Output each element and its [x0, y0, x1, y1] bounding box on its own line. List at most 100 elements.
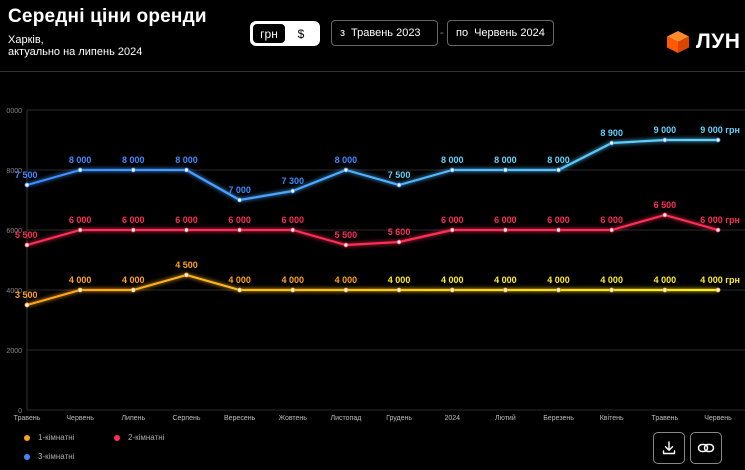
- data-label: 4 000 грн: [700, 275, 740, 285]
- date-from-value: Травень 2023: [351, 27, 421, 39]
- data-label: 4 000: [441, 275, 464, 285]
- data-point[interactable]: [662, 137, 668, 143]
- data-point[interactable]: [237, 227, 243, 233]
- data-point[interactable]: [556, 167, 561, 173]
- data-label: 8 000: [122, 155, 145, 165]
- data-label: 4 000: [228, 275, 251, 285]
- data-point[interactable]: [556, 227, 561, 233]
- data-label: 6 000: [600, 215, 623, 225]
- data-point[interactable]: [449, 167, 455, 173]
- x-tick-label: Червень: [66, 415, 94, 422]
- data-point[interactable]: [449, 227, 455, 233]
- data-point[interactable]: [77, 227, 83, 233]
- data-point[interactable]: [24, 242, 30, 248]
- x-tick-label: Вересень: [224, 415, 256, 422]
- data-label: 5 500: [15, 230, 38, 240]
- data-label: 6 000: [175, 215, 198, 225]
- lun-logo[interactable]: ЛУН: [666, 30, 740, 54]
- page-subtitle: Харків, актуально на липень 2024: [8, 34, 142, 58]
- data-label: 6 000 грн: [700, 215, 740, 225]
- date-to-prefix: по: [456, 27, 469, 39]
- data-point[interactable]: [290, 227, 296, 233]
- data-label: 9 000: [654, 125, 677, 135]
- data-point[interactable]: [715, 227, 721, 233]
- x-tick-label: Квітень: [600, 414, 624, 422]
- data-point[interactable]: [502, 167, 508, 173]
- y-tick-label: 8000: [6, 168, 22, 175]
- data-point[interactable]: [77, 287, 83, 293]
- data-point[interactable]: [290, 188, 296, 194]
- data-point[interactable]: [184, 167, 189, 173]
- data-point[interactable]: [184, 272, 189, 278]
- data-label: 6 000: [282, 215, 305, 225]
- price-line-chart: 0 2000 4000 6000 8000 0000 Травень Червень Липе…: [6, 108, 745, 422]
- date-range-separator: -: [440, 27, 444, 39]
- data-point[interactable]: [343, 242, 349, 248]
- data-point[interactable]: [396, 287, 402, 293]
- data-label: 4 000: [335, 275, 358, 285]
- data-point[interactable]: [343, 287, 349, 293]
- copy-link-button[interactable]: [690, 432, 722, 464]
- data-point[interactable]: [662, 287, 668, 293]
- data-label: 6 000: [441, 215, 464, 225]
- legend-item-1-room: 1-кімнатні: [24, 433, 74, 442]
- x-tick-label: Серпень: [172, 415, 200, 422]
- y-tick-label: 0000: [6, 108, 22, 115]
- data-point[interactable]: [24, 302, 30, 308]
- y-tick-label: 6000: [6, 228, 22, 235]
- data-label: 4 000: [494, 275, 517, 285]
- data-label: 4 000: [600, 275, 623, 285]
- x-tick-label: 2024: [444, 415, 460, 422]
- series-line-3-room: [26, 138, 718, 202]
- download-button[interactable]: [653, 432, 685, 464]
- data-point[interactable]: [502, 227, 508, 233]
- data-point[interactable]: [449, 287, 455, 293]
- data-point[interactable]: [24, 182, 30, 188]
- legend-label-2-room: 2-кімнатні: [128, 433, 165, 442]
- data-point[interactable]: [130, 287, 136, 293]
- orange-cube-icon: [667, 31, 689, 53]
- data-label: 6 000: [547, 215, 570, 225]
- data-label: 5 600: [388, 227, 411, 237]
- legend-label-3-room: 3-кімнатні: [38, 452, 75, 461]
- x-tick-label: Травень: [14, 415, 41, 422]
- data-label: 4 000: [388, 275, 411, 285]
- x-tick-label: Жовтень: [279, 415, 308, 422]
- data-point[interactable]: [609, 287, 615, 293]
- x-tick-label: Грудень: [386, 415, 412, 422]
- data-label: 7 300: [282, 176, 305, 186]
- data-point[interactable]: [184, 227, 189, 233]
- data-point[interactable]: [130, 227, 136, 233]
- data-point[interactable]: [609, 140, 615, 146]
- currency-usd-option[interactable]: $: [285, 24, 317, 43]
- data-point[interactable]: [237, 197, 243, 203]
- data-point[interactable]: [77, 167, 83, 173]
- data-point[interactable]: [396, 182, 402, 188]
- data-point[interactable]: [396, 239, 402, 245]
- data-label: 4 000: [654, 275, 677, 285]
- data-point[interactable]: [237, 287, 243, 293]
- data-label: 4 000: [69, 275, 92, 285]
- data-label: 8 900: [600, 128, 623, 138]
- data-point[interactable]: [715, 137, 721, 143]
- legend-swatch-1-room: [24, 434, 30, 441]
- data-point[interactable]: [556, 287, 561, 293]
- data-point[interactable]: [290, 287, 296, 293]
- data-label: 5 500: [335, 230, 358, 240]
- data-point[interactable]: [715, 287, 721, 293]
- date-from-select[interactable]: з Травень 2023: [331, 20, 438, 46]
- date-from-prefix: з: [340, 27, 346, 39]
- data-point[interactable]: [662, 212, 668, 218]
- data-point[interactable]: [609, 227, 615, 233]
- series-line-2-room: [26, 213, 719, 247]
- data-label: 7 500: [388, 170, 411, 180]
- data-point[interactable]: [343, 167, 349, 173]
- date-to-select[interactable]: по Червень 2024: [447, 20, 554, 46]
- data-point[interactable]: [130, 167, 136, 173]
- series-line-1-room: [26, 273, 718, 307]
- currency-toggle: грн $: [250, 21, 320, 46]
- legend-swatch-2-room: [114, 434, 120, 441]
- data-point[interactable]: [502, 287, 508, 293]
- data-label: 8 000: [441, 155, 464, 165]
- currency-uah-option[interactable]: грн: [253, 24, 285, 43]
